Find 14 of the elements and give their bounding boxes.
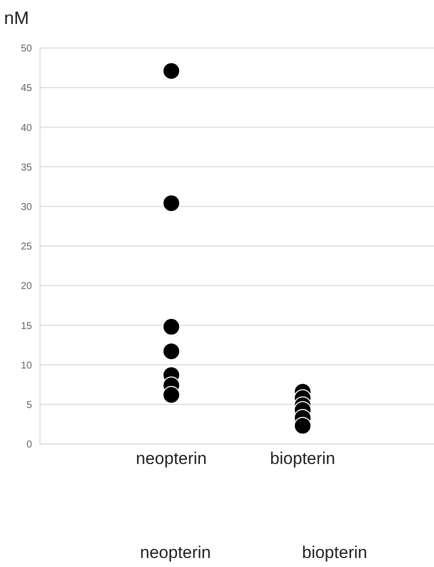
y-axis-title: nM	[4, 8, 30, 29]
y-tick-label: 0	[26, 440, 32, 451]
y-tick-label: 15	[20, 320, 32, 332]
y-tick-label: 10	[20, 360, 32, 372]
y-tick-label: 5	[26, 400, 32, 411]
text: biopterin	[302, 543, 368, 563]
y-tick-label: 40	[20, 122, 32, 134]
y-tick-label: 45	[20, 83, 32, 94]
y-tick-label: 50	[20, 44, 32, 55]
y-tick-label: 35	[20, 162, 32, 174]
y-tick-label: 30	[20, 202, 32, 213]
y-tick-label: 25	[20, 242, 32, 253]
y-tick-label: 20	[20, 281, 32, 292]
text: neopterin	[140, 543, 211, 563]
